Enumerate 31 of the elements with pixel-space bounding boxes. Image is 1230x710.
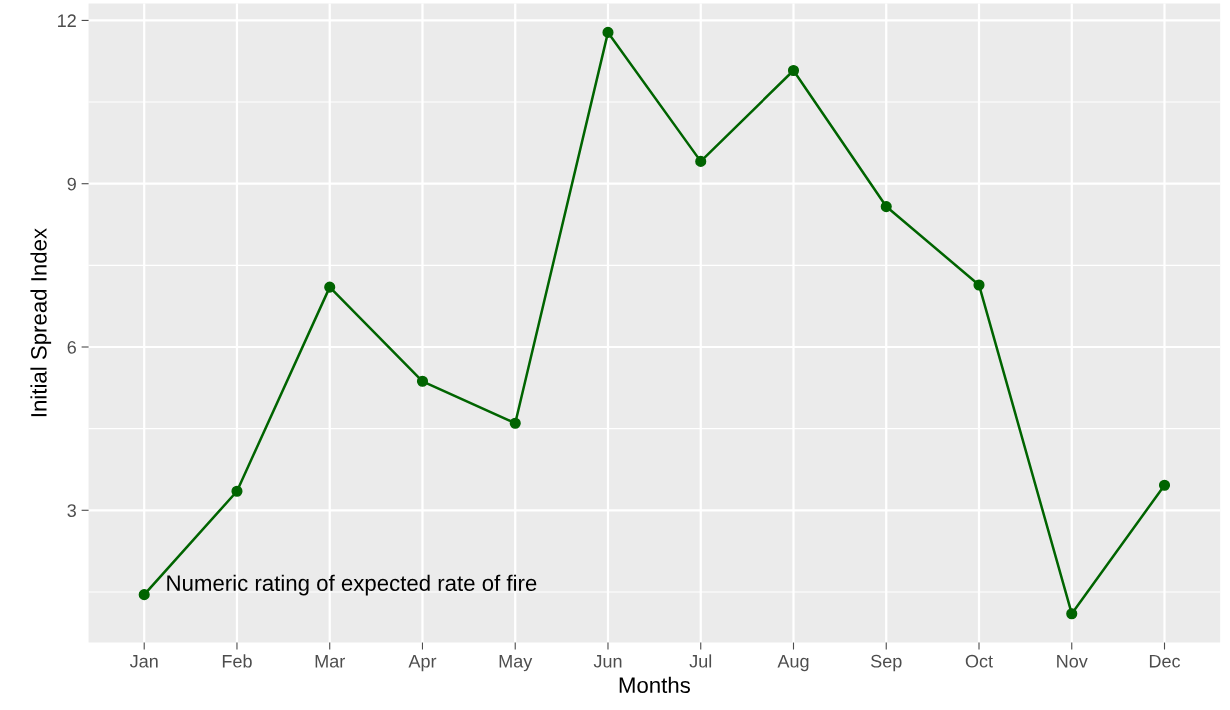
x-tick-label: Jun: [593, 655, 622, 668]
x-tick-label: Mar: [315, 655, 345, 668]
point: [1158, 479, 1171, 491]
point: [602, 26, 614, 38]
x-tick-label: Jan: [129, 655, 158, 668]
x-tick-label: Jul: [689, 654, 712, 668]
annotation: Numeric rating of expected rate of fire: [167, 574, 537, 596]
point: [324, 281, 336, 293]
point: [787, 64, 800, 77]
x-tick-label: Feb: [222, 654, 252, 668]
y-tick-label: 6: [67, 340, 76, 354]
x-tick-label: Sep: [871, 654, 902, 672]
point: [973, 279, 985, 291]
y-tick-label: 12: [58, 14, 76, 27]
x-tick-label: May: [499, 655, 533, 672]
point: [695, 155, 707, 167]
y-tick-label: 9: [67, 177, 76, 191]
x-tick-label: Apr: [408, 655, 437, 672]
x-axis-title: Months: [619, 676, 690, 694]
x-tick-label: Aug: [777, 655, 809, 672]
x-tick-label: Oct: [965, 654, 993, 668]
x-tick-label: Dec: [1149, 655, 1181, 668]
y-axis-title: Initial Spread Index: [30, 228, 52, 417]
point: [138, 589, 150, 601]
y-tick-label: 3: [67, 504, 76, 518]
point: [231, 485, 243, 497]
x-tick-label: Nov: [1057, 655, 1088, 668]
point: [416, 375, 429, 387]
point: [1066, 608, 1078, 620]
point: [880, 201, 892, 213]
point: [509, 417, 521, 429]
